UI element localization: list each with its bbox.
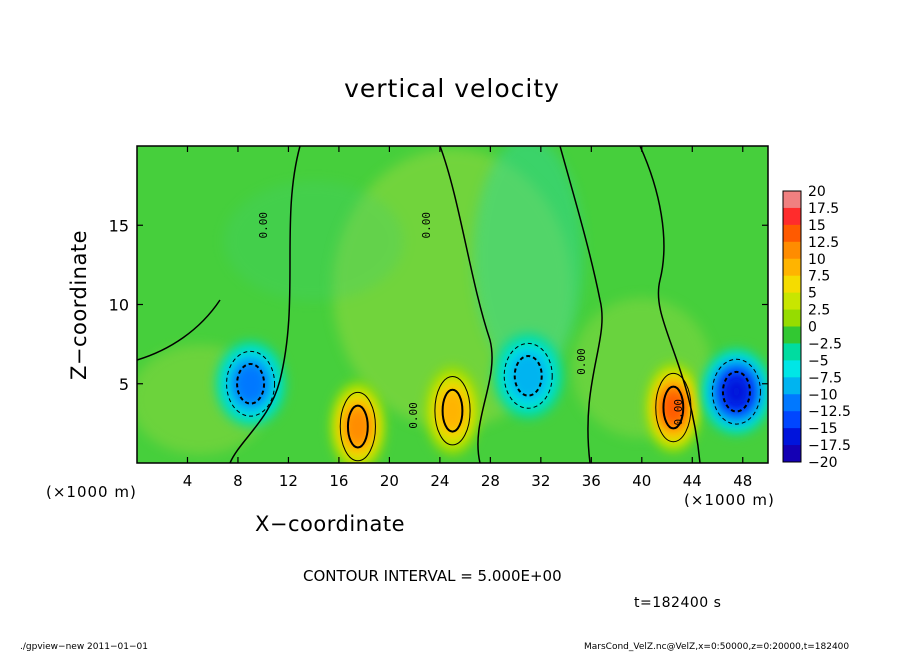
- x-tick-label: 40: [632, 472, 651, 490]
- y-tick-label: 5: [119, 375, 129, 394]
- zero-contour: [229, 146, 301, 463]
- downdraft-cell: [216, 341, 285, 426]
- cell-level: [350, 414, 366, 439]
- downdraft-cell: [702, 349, 768, 434]
- zero-contour: [639, 146, 701, 463]
- colorbar-bin: [783, 445, 801, 463]
- colorbar-label: −15: [808, 421, 838, 437]
- contour-ring-outer: [503, 342, 553, 409]
- colorbar-label: 2.5: [808, 303, 830, 319]
- downdraft-cell: [494, 333, 563, 418]
- colorbar-label: −20: [808, 455, 838, 471]
- contour-label: 0.00: [257, 212, 270, 239]
- velocity-field: 0.00 0.00 0.00 0.00 0.00: [137, 146, 768, 463]
- zero-contour: [559, 146, 603, 463]
- cell-level: [444, 397, 461, 425]
- colorbar-label: −12.5: [808, 404, 851, 420]
- colorbar-bin: [783, 394, 801, 412]
- x-tick-label: 28: [481, 472, 500, 490]
- colorbar-label: −2.5: [808, 336, 842, 352]
- colorbar-bin: [783, 275, 801, 294]
- footer-source: MarsCond_VelZ.nc@VelZ,x=0:50000,z=0:2000…: [584, 642, 850, 652]
- colorbar-bin: [783, 191, 801, 209]
- colorbar-label: 0: [808, 320, 817, 336]
- colorbar-bin: [783, 241, 801, 260]
- contour-ring-outer: [434, 375, 471, 446]
- chart-title: vertical velocity: [344, 74, 560, 103]
- contour-ring: [346, 404, 369, 449]
- contour-label: 0.00: [672, 399, 685, 426]
- colorbar-frame: [782, 190, 802, 463]
- colorbar-label: −17.5: [808, 438, 851, 454]
- contour-label: 0.00: [420, 212, 433, 239]
- x-axis-label: X−coordinate: [255, 512, 405, 536]
- y-tick-label: 10: [109, 296, 129, 315]
- field-wash: [473, 146, 584, 377]
- contour-ring-outer: [226, 350, 276, 417]
- x-tick-label: 36: [582, 472, 601, 490]
- x-tick-label: 44: [683, 472, 702, 490]
- colorbar-bin: [783, 326, 801, 344]
- updraft-cell: [426, 366, 479, 455]
- contour-ring-outer: [339, 391, 376, 462]
- contour-interval-note: CONTOUR INTERVAL = 5.000E+00: [303, 567, 562, 585]
- colorbar-bin: [783, 343, 801, 361]
- x-tick-label: 24: [430, 472, 449, 490]
- contour-ring: [236, 362, 266, 405]
- field-wash: [223, 181, 404, 302]
- y-tick-label: 15: [109, 216, 129, 235]
- cell-level: [240, 370, 261, 397]
- colorbar-bin: [783, 360, 801, 378]
- colorbar-bin: [783, 207, 801, 226]
- colorbar-bin: [783, 428, 801, 446]
- colorbar-label: 5: [808, 286, 817, 302]
- colorbar-label: 10: [808, 252, 826, 268]
- colorbar: 2017.51512.5107.552.50−2.5−5−7.5−10−12.5…: [782, 184, 851, 471]
- contour-ring: [721, 370, 751, 413]
- contour-label: 0.00: [575, 348, 588, 375]
- contour-ring: [441, 388, 464, 433]
- x-tick-label: 4: [183, 472, 193, 490]
- colorbar-label: −7.5: [808, 370, 842, 386]
- colorbar-bin: [783, 258, 801, 277]
- colorbar-label: −5: [808, 353, 829, 369]
- cell-level: [516, 360, 540, 391]
- updraft-cell: [647, 363, 700, 452]
- colorbar-bin: [783, 224, 801, 243]
- zero-contour: [439, 146, 493, 463]
- footer-program-date: ./gpview−new 2011−01−01: [20, 642, 148, 652]
- x-tick-label: 16: [329, 472, 348, 490]
- x-tick-label: 20: [380, 472, 399, 490]
- colorbar-label: 20: [808, 184, 826, 200]
- contour-ring: [662, 385, 685, 430]
- contour-ring-outer: [711, 358, 761, 425]
- updraft-cell: [331, 382, 384, 463]
- z-scale-note: (×1000 m): [46, 483, 137, 501]
- colorbar-bin: [783, 377, 801, 395]
- colorbar-label: −10: [808, 387, 838, 403]
- contour-ring: [513, 355, 543, 397]
- colorbar-label: 15: [808, 218, 826, 234]
- x-tick-label: 12: [279, 472, 298, 490]
- zero-contour: [137, 299, 221, 361]
- colorbar-label: 17.5: [808, 201, 839, 217]
- x-scale-note: (×1000 m): [684, 491, 775, 509]
- plot-area: 0.00 0.00 0.00 0.00 0.00: [137, 146, 768, 463]
- colorbar-bin: [783, 411, 801, 429]
- colorbar-label: 12.5: [808, 235, 839, 251]
- colorbar-bin: [783, 309, 801, 327]
- x-tick-label: 32: [531, 472, 550, 490]
- time-label: t=182400 s: [634, 595, 722, 611]
- x-tick-label: 48: [733, 472, 752, 490]
- cell-level: [728, 380, 745, 403]
- x-tick-label: 8: [233, 472, 243, 490]
- colorbar-label: 7.5: [808, 269, 830, 285]
- contour-label: 0.00: [407, 402, 420, 429]
- cell-level: [666, 396, 681, 419]
- colorbar-bin: [783, 292, 801, 311]
